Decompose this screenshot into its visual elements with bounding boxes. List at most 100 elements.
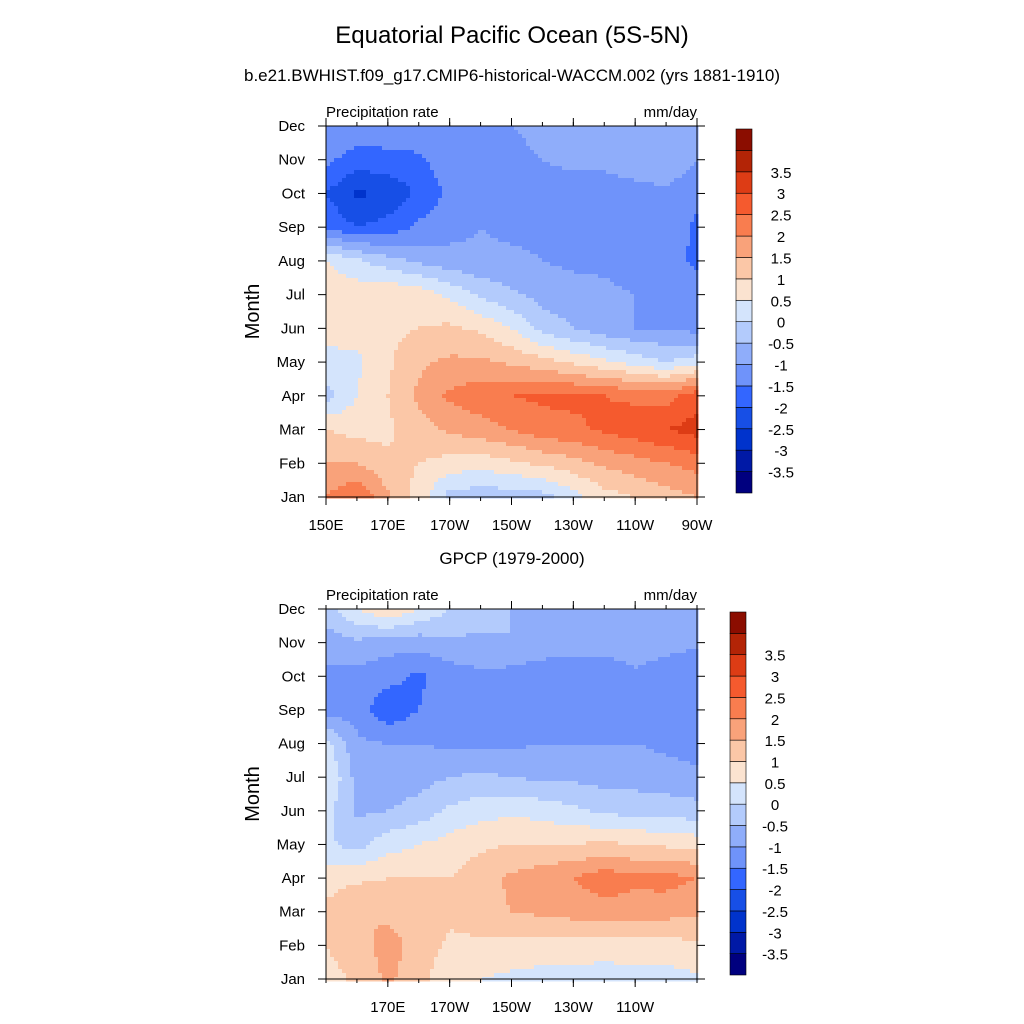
contour-cell bbox=[630, 198, 635, 203]
contour-cell bbox=[514, 198, 519, 203]
contour-cell bbox=[478, 138, 483, 143]
contour-cell bbox=[450, 206, 455, 211]
contour-cell bbox=[514, 266, 519, 271]
contour-cell bbox=[326, 254, 331, 259]
contour-cell bbox=[594, 302, 599, 307]
contour-cell bbox=[694, 238, 699, 243]
contour-cell bbox=[394, 190, 399, 195]
contour-cell bbox=[562, 254, 567, 259]
contour-cell bbox=[678, 254, 683, 259]
contour-cell bbox=[562, 246, 567, 251]
contour-cell bbox=[406, 182, 411, 187]
contour-cell bbox=[594, 190, 599, 195]
contour-cell bbox=[602, 314, 607, 319]
contour-cell bbox=[646, 250, 651, 255]
contour-cell bbox=[494, 186, 499, 191]
contour-cell bbox=[634, 230, 639, 235]
contour-cell bbox=[634, 266, 639, 271]
contour-cell bbox=[682, 270, 687, 275]
contour-cell bbox=[362, 326, 367, 331]
contour-cell bbox=[430, 190, 435, 195]
contour-cell bbox=[586, 322, 591, 327]
contour-cell bbox=[602, 234, 607, 239]
contour-cell bbox=[422, 306, 427, 311]
contour-cell bbox=[594, 266, 599, 271]
contour-cell bbox=[582, 238, 587, 243]
contour-cell bbox=[534, 130, 539, 135]
contour-cell bbox=[486, 262, 491, 267]
contour-cell bbox=[510, 150, 515, 155]
contour-cell bbox=[374, 150, 379, 155]
contour-cell bbox=[674, 194, 679, 199]
contour-cell bbox=[482, 262, 487, 267]
contour-cell bbox=[690, 210, 695, 215]
contour-cell bbox=[610, 162, 615, 167]
contour-cell bbox=[618, 246, 623, 251]
contour-cell bbox=[618, 186, 623, 191]
contour-cell bbox=[466, 314, 471, 319]
contour-cell bbox=[490, 282, 495, 287]
contour-cell bbox=[454, 234, 459, 239]
contour-cell bbox=[466, 230, 471, 235]
contour-cell bbox=[686, 154, 691, 159]
contour-cell bbox=[542, 314, 547, 319]
contour-cell bbox=[426, 338, 431, 343]
contour-cell bbox=[458, 210, 463, 215]
contour-cell bbox=[686, 326, 691, 331]
contour-cell bbox=[598, 218, 603, 223]
contour-cell bbox=[562, 278, 567, 283]
contour-cell bbox=[522, 138, 527, 143]
contour-cell bbox=[390, 210, 395, 215]
contour-cell bbox=[626, 198, 631, 203]
contour-cell bbox=[462, 286, 467, 291]
contour-cell bbox=[378, 182, 383, 187]
contour-cell bbox=[386, 254, 391, 259]
contour-cell bbox=[666, 274, 671, 279]
contour-cell bbox=[662, 182, 667, 187]
contour-cell bbox=[594, 162, 599, 167]
contour-cell bbox=[534, 310, 539, 315]
contour-cell bbox=[466, 202, 471, 207]
contour-cell bbox=[654, 282, 659, 287]
contour-cell bbox=[546, 330, 551, 335]
contour-cell bbox=[662, 258, 667, 263]
contour-cell bbox=[518, 206, 523, 211]
contour-cell bbox=[474, 166, 479, 171]
contour-cell bbox=[470, 298, 475, 303]
contour-cell bbox=[526, 134, 531, 139]
contour-cell bbox=[530, 318, 535, 323]
contour-cell bbox=[486, 314, 491, 319]
contour-cell bbox=[326, 286, 331, 291]
contour-cell bbox=[610, 130, 615, 135]
contour-cell bbox=[366, 274, 371, 279]
contour-cell bbox=[454, 130, 459, 135]
contour-cell bbox=[530, 258, 535, 263]
contour-cell bbox=[662, 142, 667, 147]
contour-cell bbox=[506, 286, 511, 291]
contour-cell bbox=[414, 234, 419, 239]
contour-cell bbox=[346, 234, 351, 239]
contour-cell bbox=[458, 306, 463, 311]
contour-cell bbox=[586, 218, 591, 223]
contour-cell bbox=[654, 166, 659, 171]
contour-cell bbox=[510, 170, 515, 175]
contour-cell bbox=[590, 250, 595, 255]
contour-cell bbox=[486, 254, 491, 259]
contour-cell bbox=[394, 258, 399, 263]
contour-cell bbox=[366, 278, 371, 283]
contour-cell bbox=[546, 166, 551, 171]
contour-cell bbox=[538, 334, 543, 339]
contour-cell bbox=[486, 142, 491, 147]
contour-cell bbox=[478, 146, 483, 151]
contour-cell bbox=[606, 238, 611, 243]
contour-cell bbox=[550, 234, 555, 239]
contour-cell bbox=[362, 270, 367, 275]
contour-cell bbox=[326, 322, 331, 327]
contour-cell bbox=[354, 302, 359, 307]
contour-cell bbox=[482, 142, 487, 147]
contour-cell bbox=[466, 198, 471, 203]
contour-cell bbox=[446, 194, 451, 199]
contour-cell bbox=[418, 174, 423, 179]
contour-cell bbox=[422, 198, 427, 203]
contour-cell bbox=[426, 146, 431, 151]
